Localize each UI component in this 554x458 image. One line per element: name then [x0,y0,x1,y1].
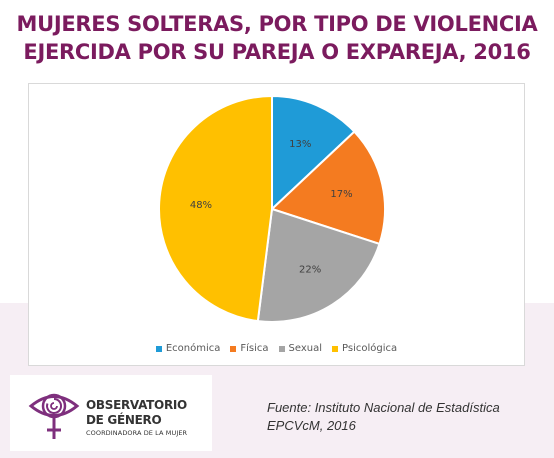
legend-label: Psicológica [342,343,398,354]
source-line-1: Fuente: Instituto Nacional de Estadístic… [267,400,500,415]
source-line-2: EPCVcM, 2016 [267,418,356,433]
legend-label: Sexual [288,343,323,354]
data-label-económica: 13% [289,139,311,150]
legend-swatch [155,345,162,352]
chart-title: MUJERES SOLTERAS, POR TIPO DE VIOLENCIA … [0,10,554,66]
pie-slice-psicológica [158,94,273,323]
pie-slice-económica [271,94,356,212]
chart-title-line-2: EJERCIDA POR SU PAREJA O EXPAREJA, 2016 [23,40,531,64]
legend-item-psicológica: Psicológica [332,343,397,354]
chart-title-line-1: MUJERES SOLTERAS, POR TIPO DE VIOLENCIA [16,12,538,36]
legend-label: Económica [165,343,221,354]
logo-text-line-2: DE GÉNERO [86,413,162,427]
legend-item-física: Física [230,343,269,354]
pie-chart: 13% 17% 22% 48% [158,94,386,323]
pie-slice-física [270,130,386,246]
logo-card: OBSERVATORIO DE GÉNERO COORDINADORA DE L… [10,375,212,451]
data-label-psicológica: 48% [190,200,212,211]
legend-item-sexual: Sexual [278,343,323,354]
legend-swatch [332,345,339,352]
legend-swatch [230,345,237,352]
legend-item-económica: Económica [155,343,221,354]
chart-area: 13% 17% 22% 48% Económica Física Sexual Psicol… [28,83,525,366]
pie-slice-sexual [256,207,381,323]
logo-text-line-3: COORDINADORA DE LA MUJER [86,429,188,437]
legend-label: Física [240,343,269,354]
legend-swatch [278,345,285,352]
logo-text-line-1: OBSERVATORIO [86,398,187,412]
eye-venus-icon [28,393,80,439]
data-label-sexual: 22% [299,265,321,276]
data-label-física: 17% [330,189,352,200]
source-note: Fuente: Instituto Nacional de Estadístic… [267,399,500,435]
chart-legend: Económica Física Sexual Psicológica [29,343,524,354]
